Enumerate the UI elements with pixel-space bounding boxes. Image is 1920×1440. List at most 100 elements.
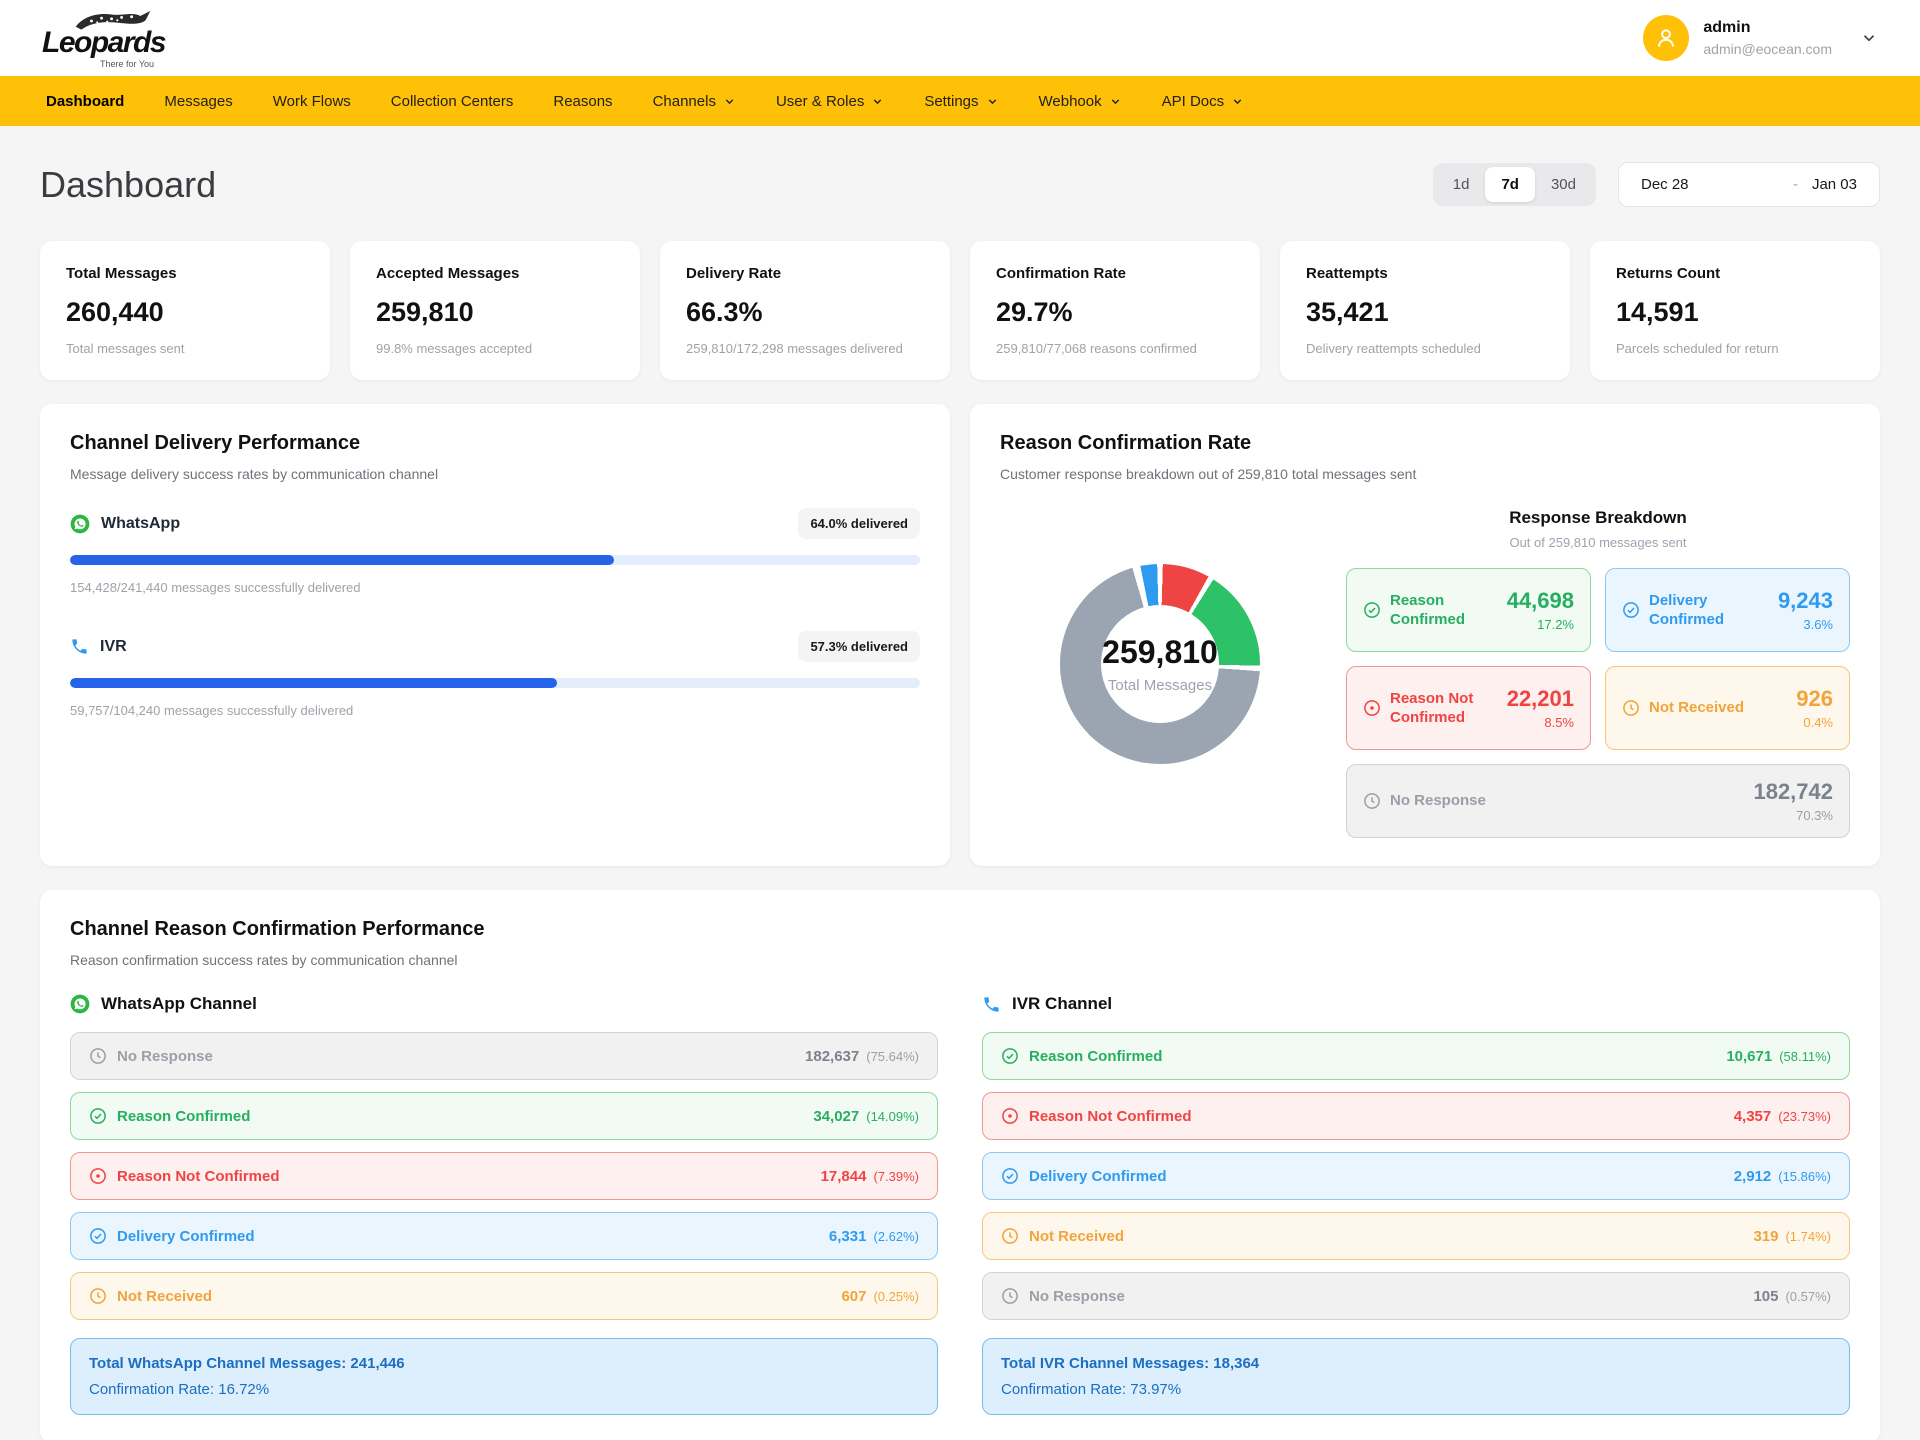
reason-confirmation-card: Reason Confirmation Rate Customer respon… <box>970 404 1880 866</box>
top-header: Leopards There for You admin admin@eocea… <box>0 0 1920 76</box>
clock-icon <box>89 1287 107 1305</box>
status-row-not-received: Not Received 319 (1.74%) <box>982 1212 1850 1260</box>
channel-confirmation-rate-line: Confirmation Rate: 73.97% <box>1001 1381 1182 1398</box>
stat-card: Reattempts 35,421 Delivery reattempts sc… <box>1280 241 1570 380</box>
breakdown-value: 926 <box>1796 686 1833 711</box>
breakdown-value: 9,243 <box>1777 588 1833 613</box>
check-circle-icon <box>1363 601 1381 619</box>
stat-value: 259,810 <box>376 297 474 327</box>
clock-icon <box>1622 699 1640 717</box>
status-percent: (23.73%) <box>1778 1108 1831 1124</box>
chevron-down-icon <box>871 94 884 108</box>
user-name: admin <box>1703 19 1751 36</box>
nav-item-messages[interactable]: Messages <box>164 93 232 110</box>
stat-cards-row: Total Messages 260,440 Total messages se… <box>40 241 1880 380</box>
status-percent: (0.25%) <box>873 1288 919 1304</box>
status-label: Reason Not Confirmed <box>117 1167 280 1185</box>
stat-card: Delivery Rate 66.3% 259,810/172,298 mess… <box>660 241 950 380</box>
breakdown-label: Delivery Confirmed <box>1649 591 1724 629</box>
breakdown-label: Reason Confirmed <box>1390 591 1465 629</box>
ivr-channel-heading: IVR Channel <box>1012 994 1113 1013</box>
nav-item-settings[interactable]: Settings <box>924 93 998 110</box>
nav-item-label: API Docs <box>1161 92 1225 110</box>
nav-item-collection-centers[interactable]: Collection Centers <box>391 93 514 110</box>
ivr-channel-column: IVR Channel Reason Confirmed 10,671 (58.… <box>982 994 1850 1415</box>
dot-circle-icon <box>1001 1107 1019 1125</box>
stat-subtext: 99.8% messages accepted <box>376 341 533 356</box>
time-filter-30d[interactable]: 30d <box>1535 167 1592 202</box>
stat-subtext: 259,810/77,068 reasons confirmed <box>996 341 1197 356</box>
nav-item-user-roles[interactable]: User & Roles <box>776 93 884 110</box>
ivr-channel-rows: Reason Confirmed 10,671 (58.11%) Reason … <box>982 1032 1850 1415</box>
delivery-rate-badge: 57.3% delivered <box>798 631 920 662</box>
nav-item-label: Reasons <box>553 92 613 110</box>
time-filter-1d[interactable]: 1d <box>1437 167 1486 202</box>
clock-icon <box>1001 1227 1019 1245</box>
chevron-down-icon <box>1231 94 1244 108</box>
date-range-picker[interactable]: Dec 28 - Jan 03 <box>1618 162 1880 207</box>
whatsapp-channel-heading: WhatsApp Channel <box>101 994 257 1013</box>
stat-subtext: Delivery reattempts scheduled <box>1306 341 1481 356</box>
nav-item-label: Settings <box>924 92 979 110</box>
chevron-down-icon <box>1860 29 1878 47</box>
channel-delivery-list: WhatsApp 64.0% delivered 154,428/241,440… <box>70 508 920 718</box>
nav-item-label: Collection Centers <box>390 92 514 110</box>
channel-reason-title: Channel Reason Confirmation Performance <box>70 918 485 940</box>
status-row-no-response: No Response 105 (0.57%) <box>982 1272 1850 1320</box>
stat-title: Reattempts <box>1306 265 1388 282</box>
date-range-separator: - <box>1792 176 1798 193</box>
chevron-down-icon <box>1109 94 1122 108</box>
channel-delivery-card: Channel Delivery Performance Message del… <box>40 404 950 866</box>
breakdown-percent: 70.3% <box>1796 808 1833 823</box>
nav-item-webhook[interactable]: Webhook <box>1039 93 1122 110</box>
donut-center-value: 259,810 <box>1102 634 1218 670</box>
status-label: Delivery Confirmed <box>117 1227 255 1245</box>
status-value: 4,357 <box>1733 1107 1772 1125</box>
date-range-end[interactable]: Jan 03 <box>1811 176 1857 193</box>
breakdown-value: 44,698 <box>1506 588 1574 613</box>
nav-item-label: Channels <box>652 92 716 110</box>
status-percent: (14.09%) <box>866 1108 919 1124</box>
nav-item-work-flows[interactable]: Work Flows <box>273 93 351 110</box>
status-value: 2,912 <box>1733 1167 1772 1185</box>
status-percent: (15.86%) <box>1778 1168 1831 1184</box>
breakdown-box-reason-confirmed: Reason Confirmed 44,698 17.2% <box>1346 568 1591 652</box>
status-row-not-received: Not Received 607 (0.25%) <box>70 1272 938 1320</box>
donut-center-label: Total Messages <box>1107 677 1213 694</box>
status-value: 607 <box>841 1287 867 1305</box>
chevron-down-icon <box>986 94 999 108</box>
nav-item-reasons[interactable]: Reasons <box>553 93 612 110</box>
reason-confirmation-title: Reason Confirmation Rate <box>1000 432 1252 454</box>
status-value: 34,027 <box>813 1107 860 1125</box>
response-donut-chart: 259,810 Total Messages <box>1060 564 1260 764</box>
channel-delivery-subtitle: Message delivery success rates by commun… <box>70 466 439 482</box>
leopards-logo[interactable]: Leopards There for You <box>42 8 167 69</box>
status-percent: (7.39%) <box>873 1168 919 1184</box>
whatsapp-channel-rows: No Response 182,637 (75.64%) Reason Conf… <box>70 1032 938 1415</box>
user-menu[interactable]: admin admin@eocean.com <box>1643 15 1878 61</box>
delivery-rate-badge: 64.0% delivered <box>798 508 920 539</box>
stat-title: Total Messages <box>66 265 177 282</box>
date-range-start[interactable]: Dec 28 <box>1641 176 1689 193</box>
breakdown-grid: Reason Confirmed 44,698 17.2% Delivery C… <box>1346 568 1850 838</box>
check-circle-icon <box>1001 1167 1019 1185</box>
nav-item-api-docs[interactable]: API Docs <box>1162 93 1245 110</box>
user-avatar <box>1643 15 1690 61</box>
channel-confirmation-rate-line: Confirmation Rate: 16.72% <box>89 1381 270 1398</box>
stat-subtext: 259,810/172,298 messages delivered <box>686 341 903 356</box>
time-filter-7d[interactable]: 7d <box>1485 167 1535 202</box>
channel-name: WhatsApp <box>101 514 181 532</box>
stat-title: Delivery Rate <box>686 265 782 282</box>
progress-fill <box>70 555 614 565</box>
nav-item-dashboard[interactable]: Dashboard <box>46 93 124 110</box>
donut-chart-wrap: 259,810 Total Messages <box>1000 508 1320 764</box>
stat-card: Confirmation Rate 29.7% 259,810/77,068 r… <box>970 241 1260 380</box>
status-row-no-response: No Response 182,637 (75.64%) <box>70 1032 938 1080</box>
breakdown-label: Not Received <box>1649 699 1745 717</box>
whatsapp-icon <box>70 514 90 534</box>
check-circle-icon <box>89 1107 107 1125</box>
nav-item-channels[interactable]: Channels <box>653 93 736 110</box>
breakdown-title: Response Breakdown <box>1509 508 1687 527</box>
channel-delivery-title: Channel Delivery Performance <box>70 432 361 454</box>
nav-item-label: Work Flows <box>272 92 351 110</box>
